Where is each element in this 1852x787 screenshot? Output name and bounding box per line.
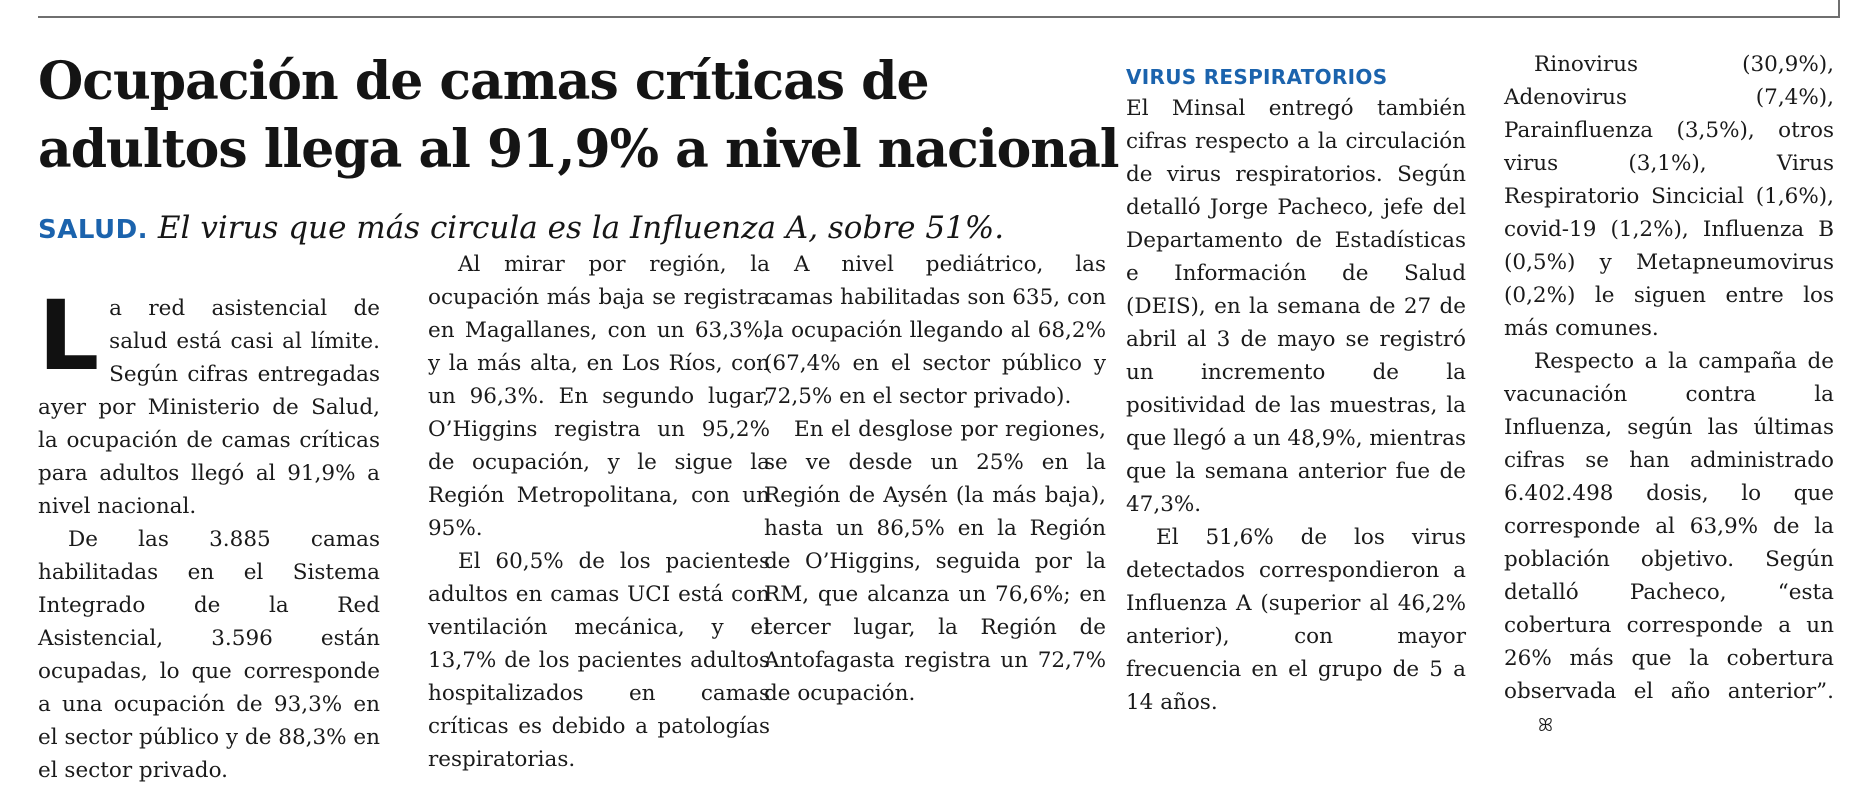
headline-line-2: adultos llega al 91,9% a nivel nacional bbox=[38, 119, 1120, 180]
paragraph-8: El 51,6% de los virus detectados corresp… bbox=[1126, 525, 1466, 715]
top-rule bbox=[38, 16, 1838, 18]
paragraph-9: Rinovirus (30,9%), Adenovirus (7,4%), Pa… bbox=[1504, 52, 1834, 341]
paragraph-5: A nivel pediátrico, las camas habilitada… bbox=[764, 252, 1106, 409]
right-rule bbox=[1838, 0, 1840, 18]
subhead: SALUD. El virus que más circula es la In… bbox=[38, 208, 1098, 250]
paragraph-7: El Minsal entregó también cifras respect… bbox=[1126, 96, 1466, 517]
column-5: Rinovirus (30,9%), Adenovirus (7,4%), Pa… bbox=[1504, 48, 1834, 742]
column-2: Al mirar por región, la ocupación más ba… bbox=[428, 248, 770, 776]
paragraph-10: Respecto a la campaña de vacunación cont… bbox=[1504, 345, 1834, 742]
paragraph-2: De las 3.885 camas habilitadas en el Sis… bbox=[38, 527, 380, 783]
paragraph-10-text: Respecto a la campaña de vacunación cont… bbox=[1504, 349, 1834, 704]
kicker-salud: SALUD. bbox=[38, 215, 149, 245]
section-head-virus: VIRUS RESPIRATORIOS bbox=[1126, 65, 1388, 89]
end-mark-icon: ꕤ bbox=[1538, 715, 1553, 736]
column-3: A nivel pediátrico, las camas habilitada… bbox=[764, 248, 1106, 710]
headline-line-1: Ocupación de camas críticas de bbox=[38, 51, 930, 112]
column-4: VIRUS RESPIRATORIOS El Minsal entregó ta… bbox=[1126, 48, 1466, 719]
headline: Ocupación de camas críticas de adultos l… bbox=[38, 48, 1120, 184]
dek: El virus que más circula es la Influenza… bbox=[157, 210, 1005, 246]
paragraph-4: El 60,5% de los pacientes adultos en cam… bbox=[428, 549, 770, 772]
drop-cap: L bbox=[38, 280, 100, 392]
paragraph-6: En el desglose por regiones, se ve desde… bbox=[764, 417, 1106, 706]
paragraph-1-text: a red asistencial de salud está casi al … bbox=[38, 296, 380, 519]
paragraph-3: Al mirar por región, la ocupación más ba… bbox=[428, 252, 770, 541]
